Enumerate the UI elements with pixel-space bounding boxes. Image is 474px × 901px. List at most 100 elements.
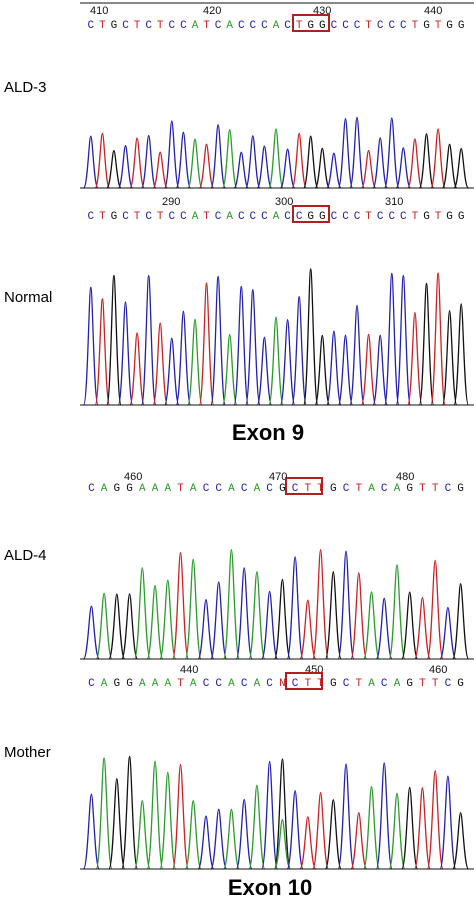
base-call-A: A bbox=[101, 483, 108, 495]
trace-peak-T bbox=[426, 559, 444, 660]
base-call-C: C bbox=[266, 483, 273, 495]
trace-peak-A bbox=[388, 792, 406, 870]
trace-peak-C bbox=[337, 763, 355, 870]
base-call-T: T bbox=[157, 20, 164, 32]
base-call-C: C bbox=[122, 211, 129, 223]
ald4-codon-box bbox=[285, 477, 323, 495]
trace-peak-C bbox=[82, 605, 100, 660]
trace-peak-T bbox=[350, 812, 368, 870]
trace-peak-A bbox=[187, 318, 203, 406]
trace-peak-A bbox=[159, 579, 177, 660]
exon10-title: Exon 10 bbox=[228, 875, 312, 900]
trace-peak-C bbox=[286, 556, 304, 660]
base-call-C: C bbox=[296, 211, 303, 223]
trace-peak-A bbox=[248, 784, 266, 870]
trace-peak-C bbox=[326, 330, 342, 406]
base-call-C: C bbox=[241, 678, 248, 690]
trace-peak-C bbox=[395, 147, 412, 189]
trace-peak-A bbox=[146, 585, 164, 660]
base-call-C: C bbox=[122, 20, 129, 32]
trace-peak-T bbox=[350, 572, 368, 660]
base-call-C: C bbox=[284, 211, 291, 223]
base-call-A: A bbox=[394, 678, 401, 690]
base-call-C: C bbox=[343, 678, 350, 690]
normal-ruler-310: 310 bbox=[385, 196, 403, 208]
base-call-C: C bbox=[88, 678, 95, 690]
base-call-G: G bbox=[423, 20, 430, 32]
base-call-G: G bbox=[446, 20, 453, 32]
trace-peak-C bbox=[291, 295, 307, 406]
trace-peak-T bbox=[312, 548, 330, 660]
base-call-C: C bbox=[88, 483, 95, 495]
base-call-C: C bbox=[215, 20, 222, 32]
exon9-title: Exon 9 bbox=[232, 420, 304, 445]
trace-peak-A bbox=[146, 760, 164, 870]
base-call-A: A bbox=[368, 483, 375, 495]
trace-peak-A bbox=[221, 128, 238, 189]
base-call-A: A bbox=[228, 678, 235, 690]
trace-peak-C bbox=[372, 137, 389, 189]
trace-peak-T bbox=[152, 322, 169, 406]
trace-peak-G bbox=[314, 147, 331, 189]
base-call-A: A bbox=[139, 483, 146, 495]
base-call-C: C bbox=[292, 483, 299, 495]
trace-peak-T bbox=[94, 132, 111, 189]
trace-peak-G bbox=[302, 135, 319, 189]
base-call-C: C bbox=[400, 20, 407, 32]
trace-peak-C bbox=[235, 798, 253, 870]
base-call-C: C bbox=[377, 211, 384, 223]
base-call-N: N bbox=[279, 678, 286, 690]
base-call-G: G bbox=[126, 483, 133, 495]
ald3-ruler: 410 420 430 440 bbox=[90, 5, 442, 17]
trace-peak-C bbox=[375, 597, 393, 660]
trace-peak-T bbox=[360, 333, 377, 406]
base-call-G: G bbox=[307, 20, 314, 32]
base-call-C: C bbox=[343, 483, 350, 495]
base-call-A: A bbox=[164, 483, 171, 495]
trace-peak-G bbox=[324, 799, 342, 870]
base-call-A: A bbox=[368, 678, 375, 690]
trace-peak-G bbox=[108, 593, 126, 660]
trace-peak-N bbox=[273, 758, 291, 870]
base-call-C: C bbox=[354, 20, 361, 32]
trace-peak-C bbox=[245, 289, 261, 406]
trace-peak-T bbox=[291, 132, 307, 189]
base-call-C: C bbox=[342, 211, 349, 223]
base-call-T: T bbox=[419, 678, 426, 690]
base-call-C: C bbox=[249, 20, 256, 32]
trace-peak-G bbox=[453, 147, 470, 189]
base-call-T: T bbox=[134, 20, 141, 32]
trace-peak-T bbox=[152, 151, 169, 189]
base-call-T: T bbox=[317, 483, 324, 495]
trace-peak-T bbox=[360, 149, 377, 189]
base-call-C: C bbox=[445, 678, 452, 690]
trace-peak-C bbox=[439, 606, 457, 660]
trace-peak-C bbox=[261, 760, 279, 870]
base-call-G: G bbox=[113, 678, 120, 690]
base-call-C: C bbox=[381, 678, 388, 690]
base-call-A: A bbox=[254, 678, 261, 690]
trace-peak-C bbox=[372, 334, 389, 406]
trace-peak-C bbox=[439, 775, 457, 870]
trace-peak-C bbox=[337, 550, 355, 660]
mother-ruler-450: 450 bbox=[305, 664, 323, 676]
trace-peak-T bbox=[413, 787, 431, 870]
base-call-A: A bbox=[394, 483, 401, 495]
base-call-T: T bbox=[157, 211, 164, 223]
trace-peak-T bbox=[129, 137, 145, 189]
trace-peak-G bbox=[314, 334, 331, 406]
trace-peak-C bbox=[82, 135, 99, 189]
trace-peak-T bbox=[426, 769, 444, 870]
trace-peak-T bbox=[407, 311, 423, 406]
trace-peak-G bbox=[108, 778, 126, 870]
trace-peak-C bbox=[383, 272, 400, 406]
base-call-A: A bbox=[101, 678, 108, 690]
base-call-A: A bbox=[226, 211, 233, 223]
trace-peak-G bbox=[121, 593, 139, 660]
normal-chromatogram bbox=[82, 268, 470, 406]
base-call-C: C bbox=[261, 211, 268, 223]
base-call-T: T bbox=[432, 483, 439, 495]
trace-peak-C bbox=[286, 790, 304, 870]
trace-peak-C bbox=[337, 117, 354, 189]
base-call-T: T bbox=[435, 211, 442, 223]
